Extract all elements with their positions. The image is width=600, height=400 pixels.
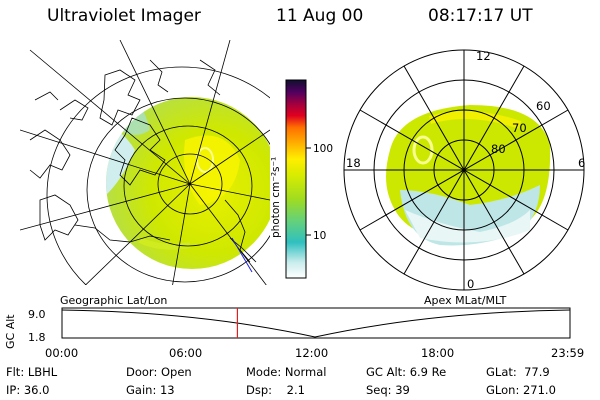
mode-value: Normal bbox=[284, 365, 327, 379]
mlt-label-6: 6 bbox=[578, 156, 585, 170]
timeline-frame bbox=[61, 307, 571, 339]
left-panel-caption: Geographic Lat/Lon bbox=[60, 294, 167, 307]
altitude-timeline: Geographic Lat/Lon Apex MLat/MLT GC Alt … bbox=[4, 294, 584, 360]
dsp-value: 2.1 bbox=[286, 383, 305, 397]
polar-panel-caption: Apex MLat/MLT bbox=[424, 294, 507, 307]
glon-value: 271.0 bbox=[522, 383, 556, 397]
x-tick-2359: 23:59 bbox=[551, 346, 584, 360]
x-tick-1800: 18:00 bbox=[421, 346, 454, 360]
gcalt-info: GC Alt: 6.9 Re bbox=[366, 365, 447, 379]
gain-info: Gain: 13 bbox=[126, 383, 175, 397]
polar-mlt-plot: 12 18 6 0 60 70 80 bbox=[343, 49, 585, 291]
colorbar-unit-label: photon cm⁻²s⁻¹ bbox=[270, 157, 282, 238]
x-tick-0000: 00:00 bbox=[45, 346, 78, 360]
dsp-info: Dsp: 2.1 bbox=[246, 383, 305, 397]
y-tick-min: 1.8 bbox=[28, 331, 46, 344]
ip-value: 36.0 bbox=[23, 383, 50, 397]
filter-value: LBHL bbox=[27, 365, 58, 379]
x-tick-0600: 06:00 bbox=[169, 346, 202, 360]
y-tick-max: 9.0 bbox=[28, 308, 46, 321]
glat-info: GLat: 77.9 bbox=[486, 365, 550, 379]
instrument-title: Ultraviolet Imager bbox=[47, 6, 201, 26]
header-date: 11 Aug 00 bbox=[276, 6, 364, 26]
door-info: Door: Open bbox=[126, 365, 192, 379]
mode-info: Mode: Normal bbox=[246, 365, 327, 379]
geographic-image bbox=[20, 40, 270, 285]
colorbar-scale bbox=[285, 79, 307, 279]
mlt-label-0: 0 bbox=[467, 277, 474, 291]
ip-info: IP: 36.0 bbox=[6, 383, 50, 397]
filter-info: Flt: LBHL bbox=[6, 365, 58, 379]
mlt-label-12: 12 bbox=[476, 49, 491, 63]
gain-value: 13 bbox=[159, 383, 175, 397]
lat-lon-grid bbox=[20, 40, 270, 285]
x-tick-1200: 12:00 bbox=[295, 346, 328, 360]
altitude-curve bbox=[61, 309, 571, 338]
seq-value: 39 bbox=[395, 383, 410, 397]
door-value: Open bbox=[160, 365, 192, 379]
seq-info: Seq: 39 bbox=[366, 383, 410, 397]
terminator-line bbox=[231, 237, 253, 273]
colorbar-tick-10: 10 bbox=[313, 230, 326, 242]
mlat-label-60: 60 bbox=[536, 99, 551, 113]
colorbar: 100 10 photon cm⁻²s⁻¹ bbox=[270, 79, 333, 279]
glat-value: 77.9 bbox=[524, 365, 550, 379]
mlt-label-18: 18 bbox=[346, 156, 361, 170]
glon-info: GLon: 271.0 bbox=[486, 383, 556, 397]
header-time: 08:17:17 UT bbox=[428, 6, 533, 26]
mlat-label-70: 70 bbox=[512, 121, 527, 135]
gcalt-value: 6.9 Re bbox=[409, 365, 447, 379]
colorbar-tick-100: 100 bbox=[313, 143, 333, 155]
mlat-label-80: 80 bbox=[491, 142, 506, 156]
timeline-ylabel: GC Alt bbox=[4, 314, 17, 349]
